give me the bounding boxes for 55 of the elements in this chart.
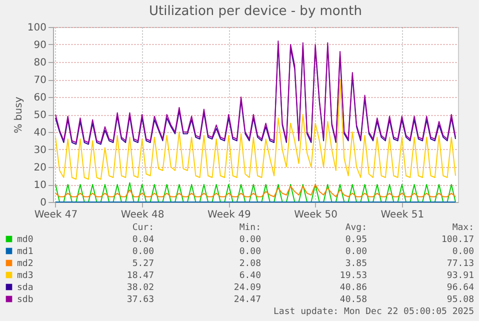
x-tick-label: Week 50: [294, 210, 338, 220]
text: 0.04: [132, 235, 154, 245]
text: Avg:: [345, 223, 367, 233]
x-tick-label: Week 48: [120, 210, 164, 220]
y-tick-label: 0: [40, 198, 46, 208]
legend-label: sdb: [17, 295, 34, 305]
text: 2.08: [239, 259, 261, 269]
chart-title: Utilization per device - by month: [149, 4, 362, 19]
text: 0.95: [345, 235, 367, 245]
text: Last update: Mon Dec 22 05:00:05 2025: [274, 307, 474, 317]
y-tick-label: 90: [34, 40, 46, 51]
text: 24.47: [234, 295, 261, 305]
text: 18.47: [126, 271, 154, 281]
text: 0.00: [239, 235, 261, 245]
legend-label: md2: [17, 259, 34, 269]
text: 40.58: [340, 295, 367, 305]
y-tick-label: 30: [34, 145, 46, 156]
text: 37.63: [126, 295, 154, 305]
text: Min:: [239, 223, 261, 233]
text: 100.17: [441, 235, 474, 245]
text: 3.85: [345, 259, 367, 269]
text: 0.00: [132, 247, 154, 257]
text: 40.86: [340, 283, 367, 293]
text: 0.00: [345, 247, 367, 257]
y-tick-label: 50: [34, 110, 46, 121]
y-tick-label: 40: [34, 128, 46, 138]
text: 24.09: [234, 283, 261, 293]
text: 77.13: [446, 259, 474, 269]
text: 6.40: [239, 271, 261, 281]
text: Cur:: [132, 223, 154, 233]
y-axis-title: % busy: [13, 96, 24, 134]
y-tick-label: 10: [34, 180, 46, 191]
y-tick-label: 100: [27, 22, 46, 34]
line-series: [54, 79, 456, 180]
text: 95.08: [446, 295, 474, 305]
legend-label: md0: [17, 235, 34, 245]
text: 19.53: [340, 271, 367, 281]
text: 5.27: [132, 259, 154, 269]
text: 96.64: [446, 283, 474, 293]
text: 0.00: [452, 247, 474, 257]
y-tick-label: 60: [34, 92, 46, 104]
x-tick-label: Week 51: [380, 210, 424, 220]
y-tick-label: 20: [34, 162, 46, 174]
text: Max:: [452, 223, 474, 233]
y-tick-label: 80: [34, 58, 46, 68]
legend-label: md3: [17, 271, 34, 281]
text: 93.91: [446, 271, 474, 281]
legend-label: sda: [17, 283, 34, 293]
legend-label: md1: [17, 247, 34, 257]
text: 0.00: [239, 247, 261, 257]
x-tick-label: Week 49: [208, 210, 251, 220]
x-tick-label: Week 47: [34, 210, 78, 220]
line-series: [54, 184, 456, 198]
text: 38.02: [126, 283, 154, 293]
y-tick-label: 70: [34, 75, 46, 86]
